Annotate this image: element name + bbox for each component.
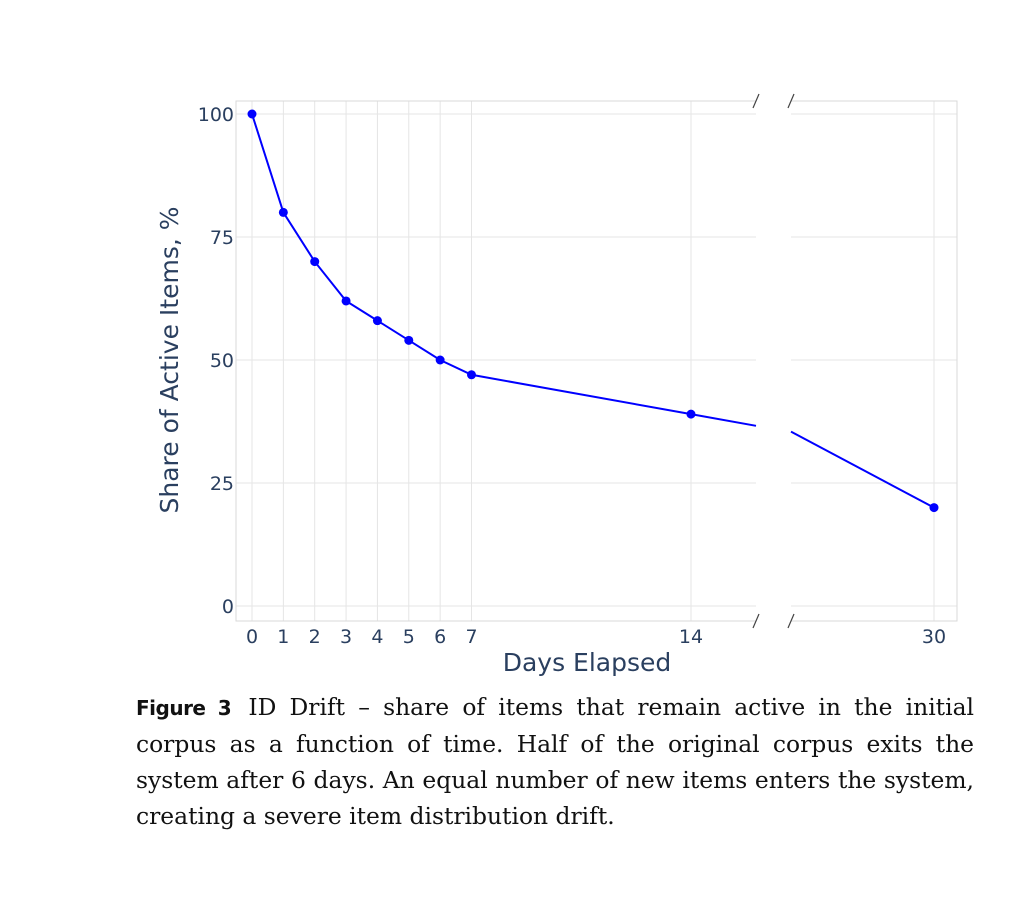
x-tick-label: 3 bbox=[340, 626, 352, 648]
series-line-right bbox=[790, 430, 935, 509]
data-point bbox=[929, 503, 939, 513]
series-line-left bbox=[251, 113, 757, 427]
break-mark bbox=[752, 93, 760, 109]
data-point bbox=[278, 207, 288, 217]
y-tick-label: 75 bbox=[210, 227, 234, 249]
y-tick-labels: 0 25 50 75 100 bbox=[198, 104, 234, 618]
data-point bbox=[435, 355, 445, 365]
x-tick-label: 5 bbox=[403, 626, 415, 648]
data-point bbox=[310, 257, 320, 267]
data-point bbox=[686, 409, 696, 419]
y-tick-label: 25 bbox=[210, 473, 234, 495]
caption-text: ID Drift – share of items that remain ac… bbox=[136, 693, 974, 830]
plot-frame bbox=[235, 100, 958, 622]
x-tick-label: 30 bbox=[922, 626, 946, 648]
y-tick-label: 50 bbox=[210, 350, 234, 372]
grid-lines bbox=[236, 101, 957, 621]
break-mark bbox=[787, 613, 795, 629]
left-panel-frame bbox=[235, 100, 756, 622]
x-tick-labels: 0 1 2 3 4 5 6 7 14 30 bbox=[246, 626, 946, 648]
x-tick-label: 7 bbox=[465, 626, 477, 648]
break-mark bbox=[752, 613, 760, 629]
data-point bbox=[372, 316, 382, 326]
x-axis-title: Days Elapsed bbox=[503, 648, 672, 677]
data-point bbox=[404, 335, 414, 345]
right-panel-frame bbox=[791, 100, 958, 622]
x-tick-label: 1 bbox=[277, 626, 289, 648]
x-tick-label: 2 bbox=[309, 626, 321, 648]
x-tick-label: 6 bbox=[434, 626, 446, 648]
break-mark bbox=[787, 93, 795, 109]
data-point bbox=[466, 370, 476, 380]
data-point bbox=[341, 296, 351, 306]
data-point bbox=[247, 109, 257, 119]
x-tick-label: 0 bbox=[246, 626, 258, 648]
figure-label: Figure 3 bbox=[136, 696, 232, 720]
y-tick-label: 0 bbox=[222, 596, 234, 618]
x-tick-label: 4 bbox=[371, 626, 383, 648]
x-tick-label: 14 bbox=[679, 626, 703, 648]
series-points bbox=[247, 109, 939, 513]
y-axis-title: Share of Active Items, % bbox=[155, 207, 184, 514]
axis-break-markers bbox=[752, 93, 795, 629]
y-tick-label: 100 bbox=[198, 104, 234, 126]
figure-caption: Figure 3 ID Drift – share of items that … bbox=[136, 689, 974, 834]
series-line bbox=[251, 113, 935, 509]
